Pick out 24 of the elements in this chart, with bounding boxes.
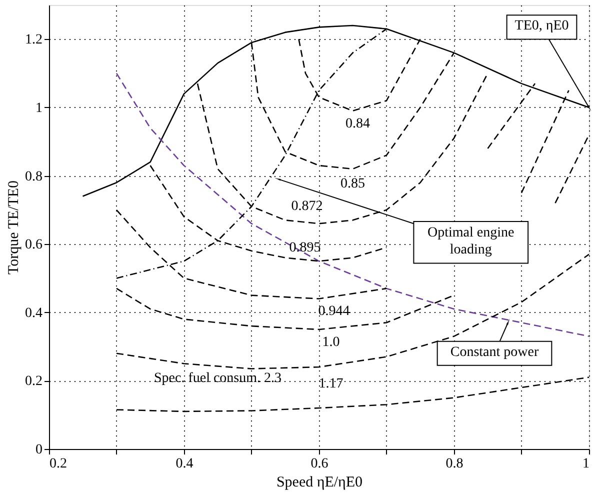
- y-axis-title: Torque TE/TE0: [6, 180, 22, 275]
- annotation: 0.895: [289, 240, 321, 256]
- x-tick-label: 0.4: [176, 456, 194, 472]
- y-tick-label: 1: [36, 100, 42, 116]
- y-tick-label: 0.6: [25, 238, 42, 253]
- annotation: 1.0: [322, 334, 340, 350]
- x-tick-label: 0.2: [50, 456, 67, 472]
- x-axis-title: Speed ηE/ηE0: [276, 474, 363, 490]
- y-tick-label: 0: [36, 442, 42, 458]
- x-tick-label: 0.8: [446, 456, 464, 472]
- y-tick-label: 0.4: [25, 306, 42, 321]
- y-tick-label: 0.2: [25, 374, 42, 390]
- y-tick-label: 0.8: [25, 169, 42, 184]
- y-tick-label: 1.2: [25, 32, 42, 48]
- annotation: Optimal engine loading: [428, 225, 514, 258]
- annotation: 1.17: [318, 376, 344, 392]
- annotation: 0.872: [291, 199, 323, 214]
- annotation: 0.944: [318, 304, 350, 320]
- annotation: 0.84: [346, 116, 370, 132]
- annotation: Constant power: [450, 344, 539, 360]
- x-tick-label: 0.6: [310, 456, 328, 472]
- annotation: TE0, ηE0: [514, 18, 569, 34]
- x-tick-label: 1: [582, 456, 590, 472]
- annotation: 0.85: [340, 176, 365, 192]
